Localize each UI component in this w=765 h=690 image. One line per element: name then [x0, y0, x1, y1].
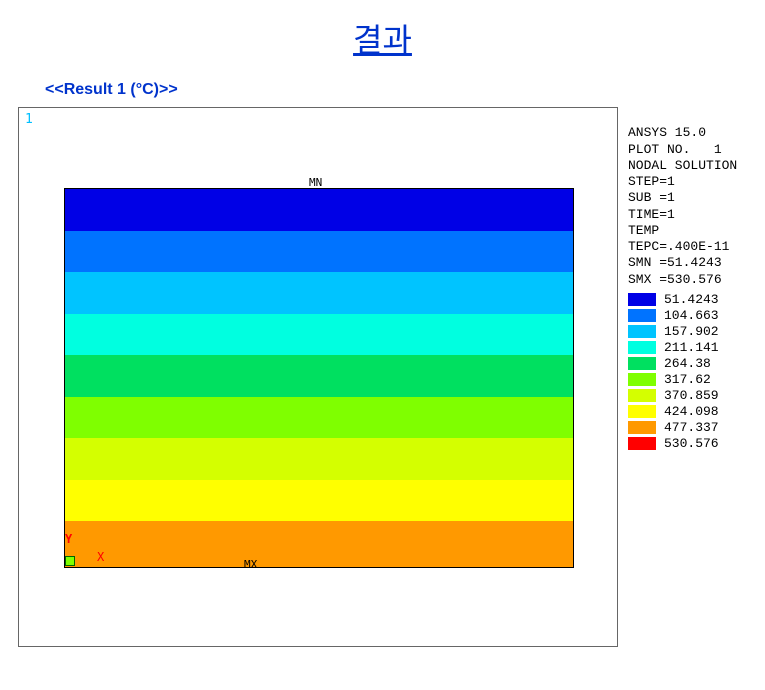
info-var: TEMP: [628, 223, 659, 238]
legend-value: 104.663: [664, 308, 719, 324]
contour-band: [65, 355, 573, 397]
info-tepc: TEPC=.400E-11: [628, 239, 729, 254]
contour-band: [65, 438, 573, 480]
contour-band: [65, 480, 573, 522]
legend-value: 370.859: [664, 388, 719, 404]
legend-row: 104.663: [628, 308, 737, 324]
info-panel: ANSYS 15.0 PLOT NO. 1 NODAL SOLUTION STE…: [628, 109, 737, 484]
legend-row: 157.902: [628, 324, 737, 340]
info-smx: SMX =530.576: [628, 272, 722, 287]
main-container: 1 MN MX Y X ANSYS 15.0 PLOT NO. 1 NODAL …: [0, 107, 765, 647]
legend-swatch: [628, 437, 656, 450]
legend-swatch: [628, 293, 656, 306]
color-legend: 51.4243104.663157.902211.141264.38317.62…: [628, 292, 737, 452]
contour-band: [65, 397, 573, 439]
legend-row: 424.098: [628, 404, 737, 420]
legend-value: 211.141: [664, 340, 719, 356]
contour-plot: [64, 188, 574, 568]
legend-row: 317.62: [628, 372, 737, 388]
legend-swatch: [628, 389, 656, 402]
legend-value: 477.337: [664, 420, 719, 436]
legend-row: 370.859: [628, 388, 737, 404]
contour-band: [65, 521, 573, 567]
info-sub: SUB =1: [628, 190, 675, 205]
page-title: 결과: [0, 0, 765, 81]
legend-value: 51.4243: [664, 292, 719, 308]
max-marker: MX: [244, 558, 257, 571]
legend-row: 211.141: [628, 340, 737, 356]
legend-row: 530.576: [628, 436, 737, 452]
legend-value: 317.62: [664, 372, 711, 388]
info-solution: NODAL SOLUTION: [628, 158, 737, 173]
info-software: ANSYS 15.0: [628, 125, 706, 140]
axis-origin: [65, 550, 81, 566]
axis-x-label: X: [97, 550, 104, 564]
legend-swatch: [628, 373, 656, 386]
window-number: 1: [25, 112, 33, 127]
legend-swatch: [628, 421, 656, 434]
contour-band: [65, 314, 573, 356]
info-plotno: PLOT NO. 1: [628, 142, 722, 157]
legend-row: 477.337: [628, 420, 737, 436]
legend-value: 530.576: [664, 436, 719, 452]
contour-band: [65, 189, 573, 231]
info-smn: SMN =51.4243: [628, 255, 722, 270]
info-time: TIME=1: [628, 207, 675, 222]
axis-y-label: Y: [65, 532, 72, 546]
legend-row: 51.4243: [628, 292, 737, 308]
result-subtitle: <<Result 1 (°C)>>: [45, 81, 765, 99]
legend-swatch: [628, 309, 656, 322]
legend-row: 264.38: [628, 356, 737, 372]
info-step: STEP=1: [628, 174, 675, 189]
legend-swatch: [628, 405, 656, 418]
legend-value: 264.38: [664, 356, 711, 372]
legend-swatch: [628, 357, 656, 370]
legend-value: 157.902: [664, 324, 719, 340]
legend-value: 424.098: [664, 404, 719, 420]
plot-frame: 1 MN MX Y X: [18, 107, 618, 647]
legend-swatch: [628, 325, 656, 338]
contour-band: [65, 231, 573, 273]
legend-swatch: [628, 341, 656, 354]
contour-band: [65, 272, 573, 314]
origin-icon: [65, 556, 75, 566]
